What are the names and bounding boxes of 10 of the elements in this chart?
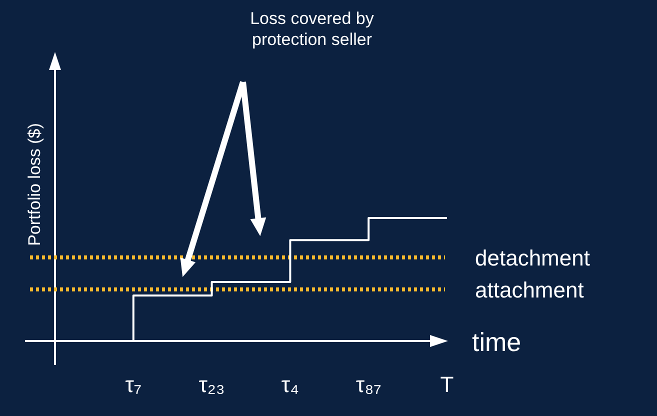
x-axis-title: time — [472, 327, 522, 357]
y-axis-title: Portfolio loss ($) — [25, 123, 44, 246]
x-tick-label: τ₇ — [125, 372, 142, 397]
text: Loss covered by protection seller — [250, 9, 374, 49]
x-tick-label: T — [440, 372, 454, 397]
x-tick-label: τ₂₃ — [198, 372, 225, 397]
ref-line-label: detachment — [475, 245, 590, 270]
x-tick-label: τ₈₇ — [356, 372, 382, 397]
ref-line-label: attachment — [475, 277, 584, 302]
x-tick-label: τ₄ — [281, 372, 300, 397]
